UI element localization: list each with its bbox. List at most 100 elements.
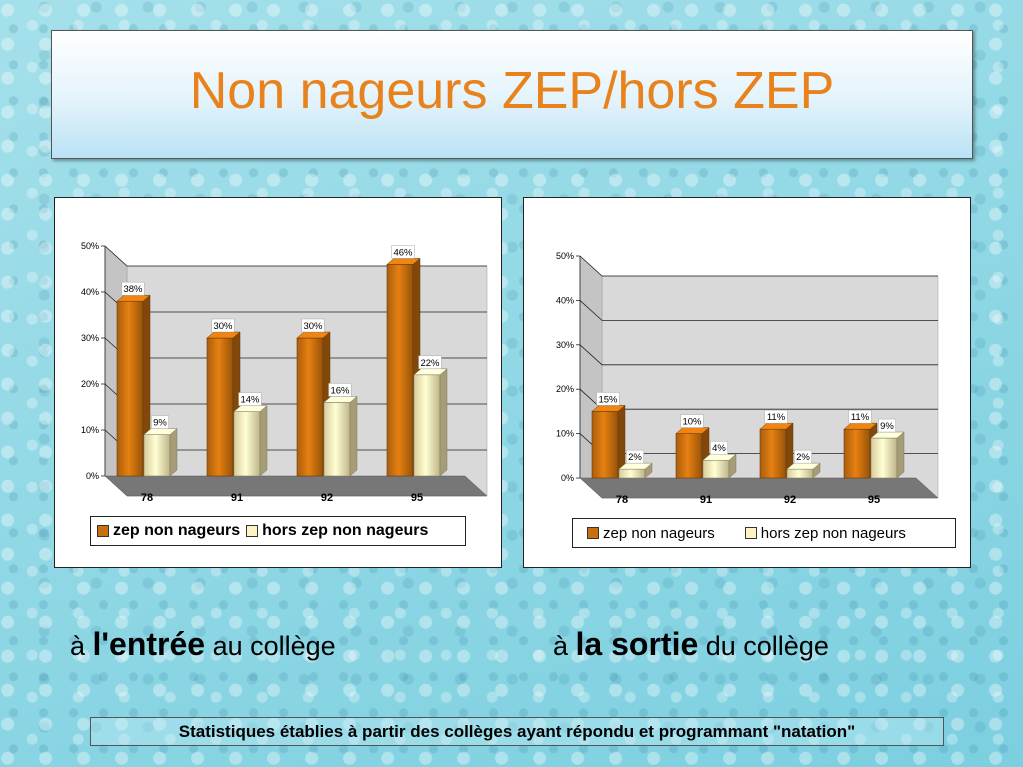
data-label-box [418,355,442,370]
gridline [104,245,487,267]
data-label-box [596,392,620,406]
data-label-box [848,409,872,424]
x-tick-label: 92 [784,494,796,506]
gridline [579,255,938,277]
bar-zep [759,428,787,479]
data-label: 11% [851,412,870,423]
bar-top [786,462,821,470]
legend-item-hors: hors zep non nageurs [744,524,906,542]
legend-entry: zep non nageurs hors zep non nageurs [90,516,466,546]
y-tick-label: 50% [556,251,574,261]
legend-item-zep: zep non nageurs [97,522,240,540]
legend-item-zep: zep non nageurs [587,525,715,542]
data-label: 2% [796,452,810,463]
data-label-box [710,440,728,455]
chart-exit: 0% 10% 20% 30% 40% 50% 15% 2% 78 10% 4% 91 11% 2% 92 11… [523,197,971,568]
bar-hors [233,411,261,477]
data-label: 15% [598,394,618,405]
data-label: 4% [712,443,726,454]
slide-title: Non nageurs ZEP/hors ZEP [189,62,835,120]
legend-exit: zep non nageurs hors zep non nageurs [572,518,956,548]
bar-side [439,368,448,477]
legend-label-zep: zep non nageurs [113,522,241,539]
chart-floor [579,477,939,499]
y-tick-label: 20% [81,379,99,389]
bar-top [206,331,241,339]
bar-side [169,428,178,477]
data-label-box [211,318,235,333]
bar-zep [206,337,234,477]
bar-side [349,395,358,477]
bar-top [870,431,905,439]
bar-hors [786,468,814,479]
legend-swatch-hors [246,525,259,537]
data-label-box [680,414,704,428]
bar-top [233,405,268,412]
legend-label-zep: zep non nageurs [603,524,715,542]
data-label-box [391,245,415,259]
legend-label-hors: hors zep non nageurs [262,522,429,539]
bar-hors [870,437,898,479]
bar-top [386,258,421,265]
bar-top [296,331,331,339]
y-tick-label: 20% [556,384,574,394]
data-label: 14% [240,395,260,406]
data-label: 2% [628,452,642,463]
data-label: 46% [393,247,413,258]
bar-side [896,431,905,479]
chart-entry-svg: 0% 10% 20% 30% 40% 50% 38% 9% 78 30% 14% 91 30% 16% 92… [81,241,488,504]
caption-exit: à la sortie du collège [553,626,829,663]
bar-hors [618,468,646,479]
bar-top [591,405,626,412]
bar-top [143,428,178,435]
bar-zep [843,428,871,479]
gridline [579,344,938,366]
data-label: 16% [330,385,350,396]
data-label-box [301,318,325,333]
bar-top [323,396,358,403]
data-label-box [878,418,896,433]
bar-zep [386,264,414,477]
legend-label-hors: hors zep non nageurs [760,524,906,542]
bar-top [702,453,737,461]
y-tick-label: 10% [81,425,99,435]
data-label: 9% [880,421,894,432]
bar-hors [143,434,171,477]
y-tick-label: 0% [86,471,99,481]
y-tick-label: 40% [81,287,99,297]
y-tick-label: 40% [556,295,574,305]
caption-exit-suffix: du collège [698,631,829,661]
bar-top [413,368,448,376]
caption-exit-prefix: à [553,631,576,661]
data-label-box [626,449,644,464]
data-label-box [328,383,352,397]
bar-zep [116,300,144,477]
bar-zep [591,411,619,479]
bar-zep [296,337,324,477]
chart-entry: 0% 10% 20% 30% 40% 50% 38% 9% 78 30% 14% 91 30% 16% 92… [54,197,502,568]
x-tick-label: 95 [411,492,423,504]
data-label: 30% [213,321,233,332]
bar-top [618,462,653,470]
legend-swatch-zep [587,527,599,539]
data-label: 22% [420,358,440,369]
data-label-box [121,281,145,296]
bar-top [759,422,794,430]
data-label-box [151,415,169,429]
data-label: 10% [682,417,702,428]
x-tick-label: 92 [321,492,333,504]
caption-entry-bold: l'entrée [92,626,206,662]
title-banner: Non nageurs ZEP/hors ZEP [51,30,973,159]
x-tick-label: 78 [141,492,153,504]
data-label-box [794,449,812,464]
legend-swatch-hors [744,527,757,539]
bar-hors [323,402,351,477]
data-label: 11% [767,412,786,423]
y-tick-label: 50% [81,241,99,251]
data-label-box [764,409,788,424]
legend-item-hors: hors zep non nageurs [246,522,428,540]
footnote: Statistiques établies à partir des collè… [90,717,944,746]
caption-entry: à l'entrée au collège [70,626,336,663]
data-label: 30% [303,321,323,332]
y-tick-label: 30% [556,340,574,350]
